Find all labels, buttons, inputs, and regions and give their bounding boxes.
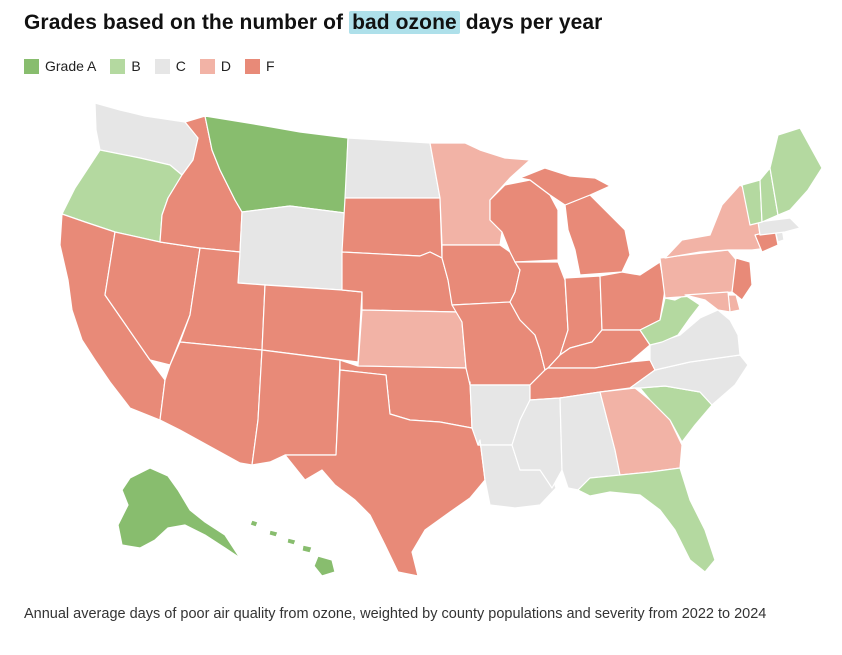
legend-swatch (110, 58, 126, 74)
caption: Annual average days of poor air quality … (24, 606, 767, 622)
state-FL[interactable] (577, 467, 716, 573)
legend-label: Grade A (45, 58, 97, 74)
legend-label: C (175, 58, 186, 74)
state-WV[interactable] (639, 294, 701, 346)
state-ND[interactable] (344, 137, 441, 199)
legend-label: F (265, 58, 275, 74)
legend-swatch (199, 58, 215, 74)
state-MD[interactable] (684, 291, 731, 313)
state-GA[interactable] (599, 387, 683, 476)
state-KS[interactable] (357, 309, 467, 369)
state-NJ[interactable] (731, 257, 753, 301)
state-AK[interactable] (117, 467, 241, 559)
legend-swatch (244, 58, 260, 74)
state-TX[interactable] (284, 369, 486, 577)
title-highlight: bad ozone (349, 11, 460, 34)
state-AZ[interactable] (159, 341, 263, 466)
legend-swatch (24, 58, 39, 74)
legend-swatch (154, 58, 170, 74)
legend-item-b: B (110, 58, 141, 74)
state-IA[interactable] (441, 244, 521, 306)
legend-item-a: Grade A (24, 58, 96, 74)
state-CO[interactable] (261, 284, 363, 363)
chart-title: Grades based on the number of bad ozone … (24, 11, 602, 35)
state-ME[interactable] (769, 127, 823, 216)
state-MI[interactable] (564, 194, 631, 276)
legend-item-f: F (244, 58, 275, 74)
state-WY[interactable] (237, 205, 346, 291)
legend-item-d: D (199, 58, 231, 74)
legend-item-c: C (154, 58, 186, 74)
legend-label: D (220, 58, 231, 74)
state-SD[interactable] (341, 197, 443, 259)
legend: Grade A B C D F (24, 58, 275, 74)
title-text-before: Grades based on the number of (24, 11, 344, 34)
state-NM[interactable] (251, 349, 341, 466)
state-HI[interactable] (249, 519, 336, 577)
title-text-after: days per year (465, 11, 603, 34)
state-MI-UP[interactable] (519, 167, 611, 206)
state-MA[interactable] (757, 217, 801, 236)
state-WI[interactable] (489, 179, 559, 263)
legend-label: B (131, 58, 141, 74)
